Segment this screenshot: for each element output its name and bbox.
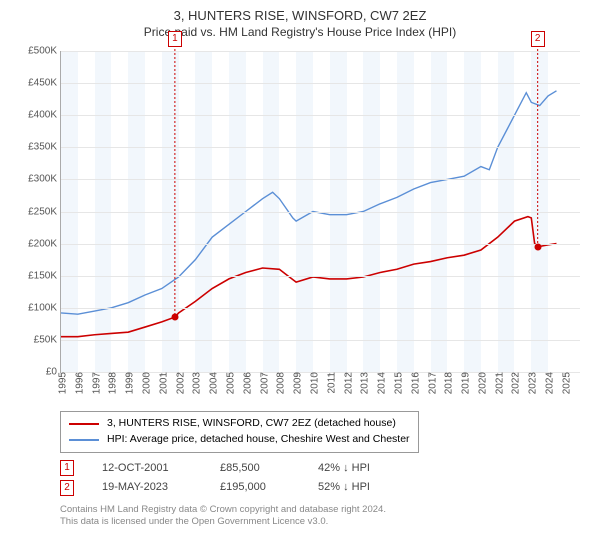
gridline [61, 212, 580, 213]
gridline [61, 51, 580, 52]
x-axis-label: 2019 [457, 372, 472, 394]
x-axis-label: 2010 [305, 372, 320, 394]
x-axis-label: 2020 [473, 372, 488, 394]
transaction-date: 19-MAY-2023 [102, 478, 192, 498]
x-axis-label: 2005 [221, 372, 236, 394]
x-axis-label: 2002 [171, 372, 186, 394]
x-axis-label: 2025 [557, 372, 572, 394]
legend-label: HPI: Average price, detached house, Ches… [107, 432, 410, 448]
x-axis-label: 2009 [289, 372, 304, 394]
transaction-marker: 1 [168, 31, 182, 47]
legend-swatch [69, 439, 99, 441]
footer-line1: Contains HM Land Registry data © Crown c… [60, 504, 588, 516]
x-axis-label: 1999 [121, 372, 136, 394]
x-axis-label: 1996 [70, 372, 85, 394]
y-axis-label: £300K [28, 174, 61, 185]
gridline [61, 147, 580, 148]
x-axis-label: 2007 [255, 372, 270, 394]
x-axis-label: 2011 [322, 372, 337, 394]
x-axis-label: 1998 [104, 372, 119, 394]
x-axis-label: 2023 [524, 372, 539, 394]
legend: 3, HUNTERS RISE, WINSFORD, CW7 2EZ (deta… [60, 411, 419, 453]
footer-attribution: Contains HM Land Registry data © Crown c… [60, 504, 588, 529]
transaction-pct: 52% ↓ HPI [318, 478, 418, 498]
transaction-table: 1 12-OCT-2001 £85,500 42% ↓ HPI 2 19-MAY-2023… [60, 459, 588, 499]
x-axis-label: 2006 [238, 372, 253, 394]
transaction-price: £195,000 [220, 478, 290, 498]
y-axis-label: £50K [34, 334, 61, 345]
x-axis-label: 2017 [423, 372, 438, 394]
x-axis-label: 2000 [137, 372, 152, 394]
chart-subtitle: Price paid vs. HM Land Registry's House … [12, 25, 588, 39]
gridline [61, 244, 580, 245]
y-axis-label: £150K [28, 270, 61, 281]
transaction-dot [534, 243, 541, 250]
transaction-price: £85,500 [220, 459, 290, 479]
legend-swatch [69, 423, 99, 425]
y-axis-label: £200K [28, 238, 61, 249]
legend-label: 3, HUNTERS RISE, WINSFORD, CW7 2EZ (deta… [107, 416, 396, 432]
x-axis-label: 2016 [406, 372, 421, 394]
transaction-row: 1 12-OCT-2001 £85,500 42% ↓ HPI [60, 459, 588, 479]
gridline [61, 276, 580, 277]
x-axis-label: 2013 [356, 372, 371, 394]
plot-region: £0£50K£100K£150K£200K£250K£300K£350K£400… [60, 51, 580, 373]
gridline [61, 179, 580, 180]
gridline [61, 115, 580, 116]
y-axis-label: £450K [28, 78, 61, 89]
gridline [61, 83, 580, 84]
transaction-row: 2 19-MAY-2023 £195,000 52% ↓ HPI [60, 478, 588, 498]
x-axis-label: 2022 [507, 372, 522, 394]
legend-row: HPI: Average price, detached house, Ches… [69, 432, 410, 448]
transaction-date: 12-OCT-2001 [102, 459, 192, 479]
x-axis-label: 1997 [87, 372, 102, 394]
x-axis-label: 2014 [373, 372, 388, 394]
y-axis-label: £100K [28, 302, 61, 313]
gridline [61, 308, 580, 309]
x-axis-label: 2018 [440, 372, 455, 394]
legend-row: 3, HUNTERS RISE, WINSFORD, CW7 2EZ (deta… [69, 416, 410, 432]
gridline [61, 340, 580, 341]
x-axis-label: 2021 [490, 372, 505, 394]
x-axis-label: 2015 [389, 372, 404, 394]
transaction-marker: 2 [531, 31, 545, 47]
chart-area: £0£50K£100K£150K£200K£250K£300K£350K£400… [12, 47, 588, 407]
y-axis-label: £500K [28, 46, 61, 57]
x-axis-label: 2001 [154, 372, 169, 394]
x-axis-label: 2008 [272, 372, 287, 394]
transaction-pct: 42% ↓ HPI [318, 459, 418, 479]
transaction-dot [171, 314, 178, 321]
y-axis-label: £400K [28, 110, 61, 121]
x-axis-label: 2004 [205, 372, 220, 394]
chart-title: 3, HUNTERS RISE, WINSFORD, CW7 2EZ [12, 8, 588, 23]
y-axis-label: £350K [28, 142, 61, 153]
x-axis-label: 2024 [541, 372, 556, 394]
series-hpi [61, 91, 556, 314]
transaction-badge: 1 [60, 460, 74, 476]
transaction-badge: 2 [60, 480, 74, 496]
x-axis-label: 2012 [339, 372, 354, 394]
x-axis-label: 1995 [54, 372, 69, 394]
y-axis-label: £250K [28, 206, 61, 217]
footer-line2: This data is licensed under the Open Gov… [60, 516, 588, 528]
x-axis-label: 2003 [188, 372, 203, 394]
